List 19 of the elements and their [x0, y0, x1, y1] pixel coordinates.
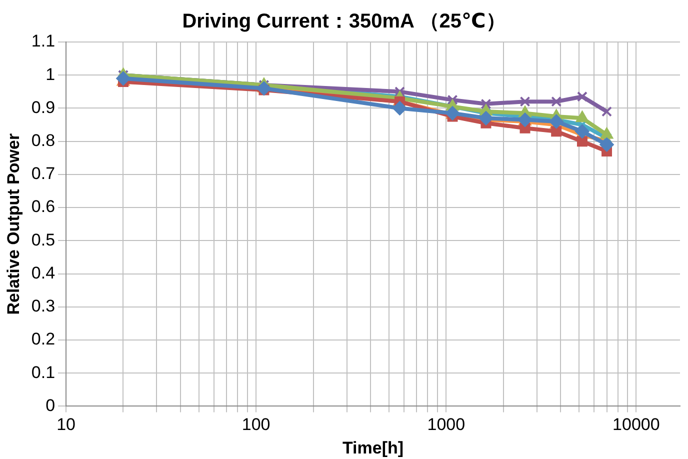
- x-tick-label: 10: [56, 415, 76, 434]
- y-tick-label: 0.6: [31, 197, 56, 216]
- y-tick-label: 0.4: [31, 263, 56, 282]
- chart-title: Driving Current：350mA （25℃）: [182, 10, 506, 33]
- y-tick-label: 0.2: [31, 330, 56, 349]
- y-tick-label: 1.1: [31, 32, 56, 51]
- y-tick-label: 0: [46, 396, 56, 415]
- y-tick-label: 0.3: [31, 296, 56, 316]
- y-tick-label: 0.8: [31, 131, 56, 150]
- y-tick-label: 0.9: [31, 98, 56, 117]
- x-tick-label: 1000: [427, 415, 466, 434]
- y-axis-title: Relative Output Power: [4, 133, 23, 315]
- x-axis-title: Time[h]: [342, 438, 404, 458]
- y-tick-label: 1: [46, 64, 56, 84]
- x-tick-label: 10000: [612, 415, 660, 434]
- y-tick-label: 0.7: [31, 164, 56, 184]
- y-tick-label: 0.5: [31, 230, 56, 250]
- y-tick-label: 0.1: [31, 362, 56, 382]
- x-tick-label: 100: [242, 415, 270, 434]
